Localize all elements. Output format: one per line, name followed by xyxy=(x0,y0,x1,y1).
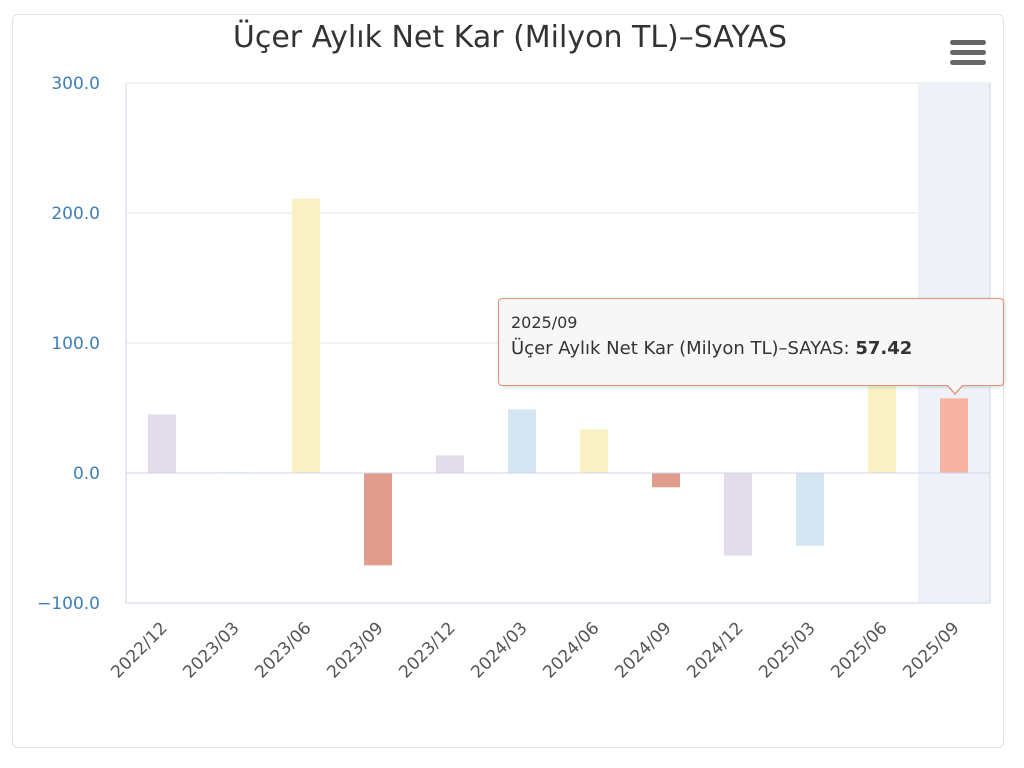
x-tick-label: 2022/12 xyxy=(107,618,171,682)
bar-2023-09[interactable] xyxy=(364,473,392,566)
y-tick-label: −100.0 xyxy=(37,594,100,614)
tooltip: 2025/09 Üçer Aylık Net Kar (Milyon TL)–S… xyxy=(498,298,1004,386)
x-tick-label: 2023/03 xyxy=(179,618,243,682)
bar-2025-09[interactable] xyxy=(940,398,968,473)
tooltip-header: 2025/09 xyxy=(511,313,578,332)
x-tick-label: 2024/03 xyxy=(467,618,531,682)
menu-line xyxy=(950,50,986,55)
bar-2025-03[interactable] xyxy=(796,473,824,546)
x-tick-label: 2024/09 xyxy=(611,618,675,682)
tooltip-body: Üçer Aylık Net Kar (Milyon TL)–SAYAS: 57… xyxy=(511,338,991,359)
bar-2024-09[interactable] xyxy=(652,473,680,488)
x-tick-label: 2025/03 xyxy=(755,618,819,682)
x-tick-label: 2023/09 xyxy=(323,618,387,682)
menu-line xyxy=(950,60,986,65)
x-tick-label: 2023/06 xyxy=(251,618,315,682)
x-tick-label: 2024/06 xyxy=(539,618,603,682)
y-tick-label: 200.0 xyxy=(51,204,100,224)
x-axis-ticks: 2022/12 2023/03 2023/06 2023/09 2023/12 2024/… xyxy=(107,618,963,682)
bar-2024-12[interactable] xyxy=(724,473,752,556)
x-tick-label: 2025/09 xyxy=(899,618,963,682)
bars xyxy=(148,198,968,566)
bar-2024-06[interactable] xyxy=(580,429,608,473)
axes xyxy=(125,83,991,604)
y-tick-label: 300.0 xyxy=(51,74,100,94)
bar-2022-12[interactable] xyxy=(148,414,176,474)
bar-2023-06[interactable] xyxy=(292,198,320,473)
hamburger-menu-icon[interactable] xyxy=(950,40,986,70)
chart-title: Üçer Aylık Net Kar (Milyon TL)–SAYAS xyxy=(232,20,788,55)
y-tick-label: 0.0 xyxy=(73,464,100,484)
tooltip-arrow-fill xyxy=(947,384,963,393)
menu-line xyxy=(950,40,986,45)
x-tick-label: 2024/12 xyxy=(683,618,747,682)
tooltip-value: 57.42 xyxy=(855,338,913,359)
y-axis-ticks: 300.0 200.0 100.0 0.0 −100.0 xyxy=(37,74,100,614)
bar-2023-12[interactable] xyxy=(436,455,464,473)
x-tick-label: 2023/12 xyxy=(395,618,459,682)
tooltip-series-label: Üçer Aylık Net Kar (Milyon TL)–SAYAS: xyxy=(511,338,856,359)
bar-2024-03[interactable] xyxy=(508,409,536,473)
y-tick-label: 100.0 xyxy=(51,334,100,354)
x-tick-label: 2025/06 xyxy=(827,618,891,682)
